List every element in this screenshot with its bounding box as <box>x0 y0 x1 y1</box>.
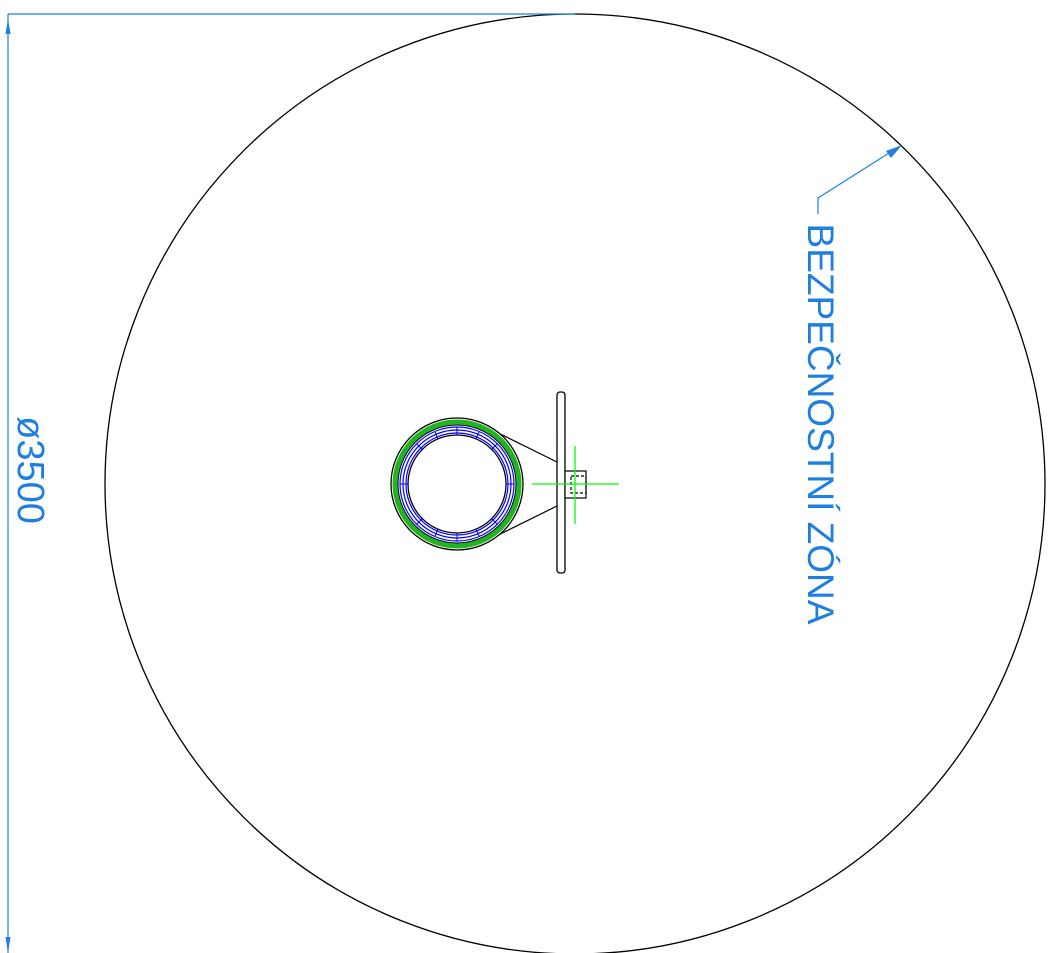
tank-section <box>390 417 558 551</box>
flange-plate <box>556 391 566 574</box>
tank-insulation-inner-edge <box>397 424 517 544</box>
leader-line <box>817 147 898 214</box>
leader-arrowhead <box>886 145 902 158</box>
tank-outer-shell <box>390 417 524 551</box>
dimension-arrow-bottom <box>5 937 11 953</box>
diameter-dimension <box>5 13 575 953</box>
safety-zone-label: BEZPEČNOSTNÍ ZÓNA <box>800 224 841 625</box>
dimension-arrow-top <box>5 18 11 34</box>
dimension-text: ø3500 <box>9 416 51 524</box>
centerlines <box>532 446 619 524</box>
zone-leader <box>817 145 902 214</box>
tank-insulation <box>392 419 522 549</box>
tank-ring-ticks <box>400 427 514 541</box>
